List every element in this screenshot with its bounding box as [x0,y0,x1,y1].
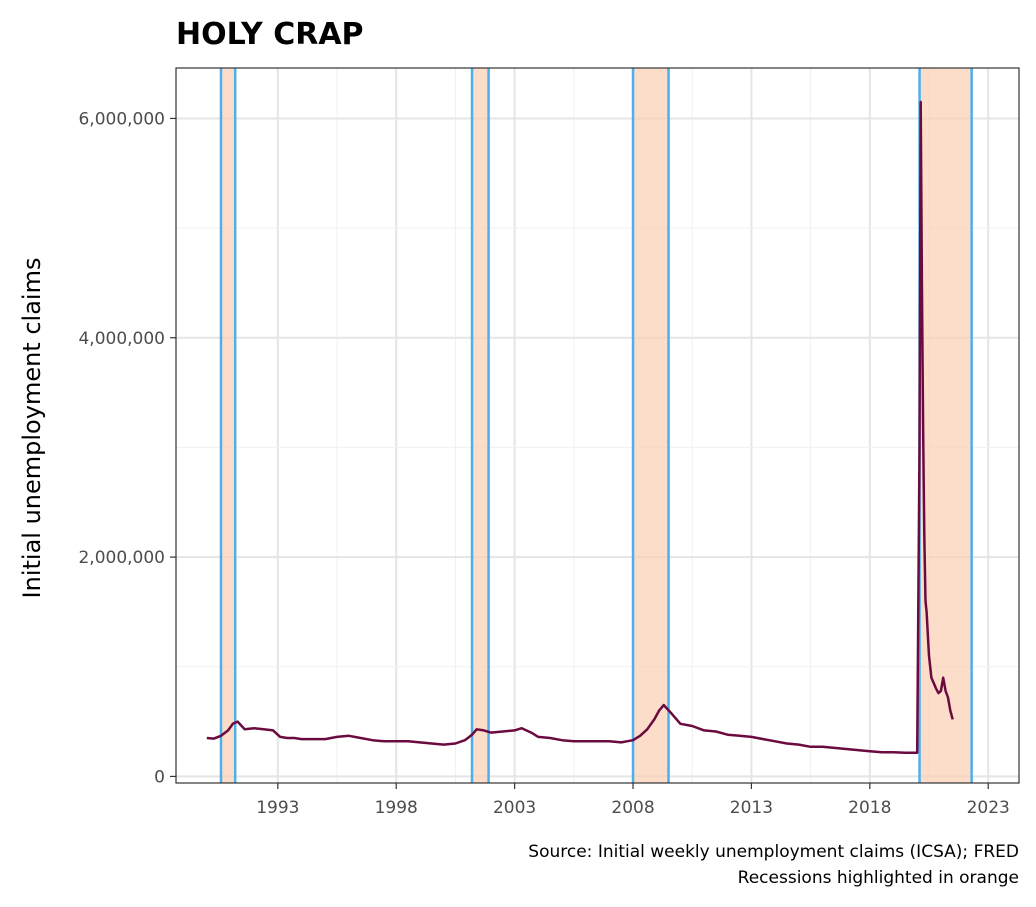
y-tick-label: 2,000,000 [78,548,165,568]
y-tick-label: 4,000,000 [78,329,165,349]
gridlines [176,68,1019,783]
x-tick-label: 2023 [967,798,1010,818]
recession-band [633,68,669,783]
x-tick-label: 2018 [848,798,891,818]
x-tick-label: 2013 [730,798,773,818]
x-tick-label: 2003 [493,798,536,818]
x-axis: 1993 1998 2003 2008 2013 2018 2023 [256,783,1010,818]
data-series [206,100,954,755]
recession-band [919,68,972,783]
y-axis: 0 2,000,000 4,000,000 6,000,000 [78,109,176,787]
y-tick-label: 0 [154,767,165,787]
recession-bands [219,68,973,783]
y-tick-label: 6,000,000 [78,109,165,129]
claims-line [206,100,954,755]
x-tick-label: 1993 [256,798,299,818]
x-tick-label: 2008 [611,798,654,818]
caption-source: Source: Initial weekly unemployment clai… [528,842,1019,862]
chart-title: HOLY CRAP [176,17,364,52]
plot-border [175,67,1020,784]
x-tick-label: 1998 [375,798,418,818]
y-axis-title: Initial unemployment claims [18,258,46,599]
recession-band [220,68,236,783]
caption-recessions: Recessions highlighted in orange [738,868,1019,888]
recession-band [471,68,489,783]
